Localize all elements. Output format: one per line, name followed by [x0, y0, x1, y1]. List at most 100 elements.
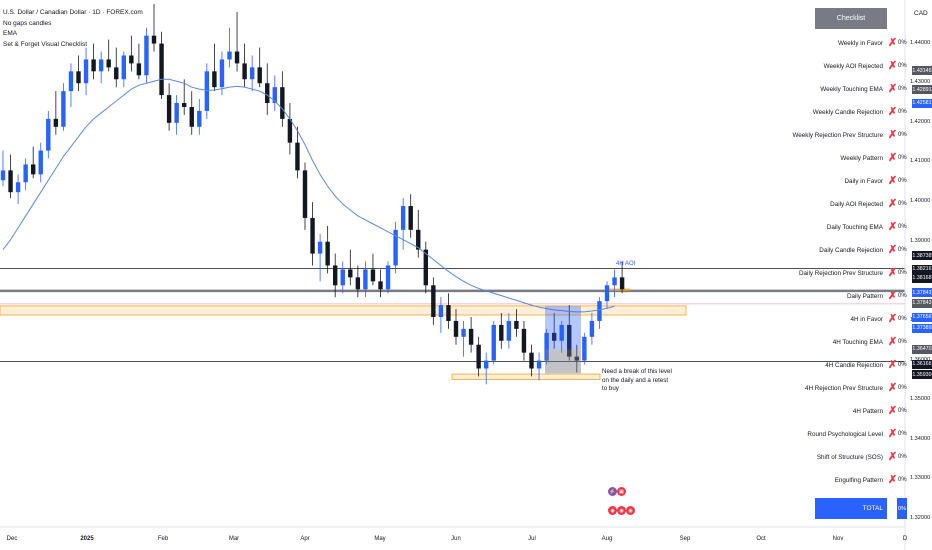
checklist-item-label: Round Psychological Level — [807, 431, 883, 438]
candle — [212, 43, 217, 92]
checklist-row: Daily Rejection Prev Structure ✗ 0% — [799, 263, 910, 286]
fail-cross-icon: ✗ — [888, 175, 898, 187]
currency-label[interactable]: CAD — [914, 10, 928, 17]
candle — [363, 261, 368, 298]
candle — [265, 63, 270, 115]
candle — [468, 316, 474, 353]
zones — [0, 288, 687, 380]
time-tick-label: May — [374, 536, 386, 542]
fail-cross-icon: ✗ — [888, 382, 898, 394]
fail-cross-icon: ✗ — [888, 129, 898, 141]
candle — [98, 51, 104, 84]
candle — [506, 313, 512, 349]
candle — [438, 297, 444, 333]
checklist-item-label: 4H in Favor — [850, 316, 883, 323]
checklist-row: 4H Rejection Prev Structure ✗ 0% — [800, 378, 910, 401]
checklist-row: Daily Candle Rejection ✗ 0% — [800, 240, 910, 263]
checklist-item-pct: 0% — [898, 477, 907, 483]
price-tick-label: 1.32000 — [910, 515, 931, 522]
time-tick-label: 2025 — [80, 536, 94, 542]
fail-cross-icon: ✗ — [888, 290, 898, 302]
candle — [144, 27, 149, 84]
time-tick-label: Jun — [451, 536, 461, 542]
candle — [317, 233, 323, 282]
candle — [76, 55, 81, 92]
checklist-total-label: TOTAL — [815, 498, 887, 519]
checklist-item-pct: 0% — [898, 293, 907, 299]
candle — [189, 91, 194, 135]
candle — [114, 47, 119, 88]
checklist-row: Weekly AOI Rejected ✗ 0% — [800, 56, 910, 79]
candle — [393, 221, 398, 274]
fail-cross-icon: ✗ — [888, 83, 898, 95]
checklist-item-label: 4H Rejection Prev Structure — [804, 385, 883, 392]
price-tick-label: 1.43000 — [910, 79, 931, 86]
flash-icon[interactable]: ⚡ — [608, 487, 617, 496]
stop-box[interactable] — [545, 349, 581, 374]
checklist-item-pct: 0% — [898, 155, 907, 161]
checklist-total-pct: 0% — [897, 498, 907, 519]
candle — [0, 150, 6, 187]
candle — [604, 281, 610, 310]
legend-symbol[interactable]: U.S. Dollar / Canadian Dollar · 1D · FOR… — [3, 9, 143, 16]
candle — [46, 110, 51, 159]
fail-cross-icon: ✗ — [888, 313, 898, 325]
checklist-row: Daily Touching EMA ✗ 0% — [800, 217, 910, 240]
news-icon[interactable]: ◉ — [626, 506, 635, 515]
candle — [453, 309, 459, 345]
fail-cross-icon: ✗ — [888, 359, 898, 371]
legend-line-ema[interactable]: EMA — [3, 30, 18, 38]
checklist-item-label: Daily in Favor — [844, 178, 884, 185]
price-tag: 1.37389 — [912, 323, 932, 333]
checklist-row: Engulfing Pattern ✗ 0% — [800, 470, 910, 493]
time-tick-label: Dec — [6, 536, 18, 542]
candle — [378, 269, 383, 298]
checklist-item-label: Daily Candle Rejection — [819, 247, 883, 254]
fail-cross-icon: ✗ — [888, 267, 898, 279]
legend-line-checklist[interactable]: Set & Forget Visual Checklist — [3, 40, 88, 48]
price-tag: 1.37656 — [912, 312, 932, 322]
time-tick-label: Mar — [228, 536, 240, 542]
time-tick-label: Jul — [528, 536, 536, 542]
candle — [544, 328, 549, 365]
checklist-item-label: Engulfing Pattern — [834, 477, 883, 484]
fail-cross-icon: ✗ — [888, 60, 898, 72]
checklist-row: 4H Candle Rejection ✗ 0% — [800, 355, 910, 378]
checklist-item-pct: 0% — [898, 178, 907, 184]
time-tick-label: Aug — [601, 536, 613, 542]
candle — [446, 293, 451, 329]
price-tick-label: 1.40000 — [910, 198, 931, 205]
checklist-item-label: Daily AOI Rejected — [830, 201, 883, 208]
checklist-row: Daily AOI Rejected ✗ 0% — [800, 194, 910, 217]
checklist-item-pct: 0% — [898, 362, 907, 368]
time-tick-label: Oct — [756, 536, 766, 542]
fail-cross-icon: ✗ — [888, 244, 898, 256]
earnings-icon[interactable]: ◉ — [608, 506, 617, 515]
fail-cross-icon: ✗ — [888, 152, 898, 164]
candle — [476, 336, 481, 377]
checklist-row: Shift of Structure (SOS) ✗ 0% — [800, 447, 910, 470]
candle — [582, 332, 587, 365]
candle — [166, 83, 172, 131]
calendar-icon[interactable]: ▣ — [617, 487, 626, 496]
checklist-item-label: Weekly Rejection Prev Structure — [792, 132, 883, 139]
aoi-4h-zone[interactable] — [605, 288, 630, 291]
candle — [234, 11, 240, 72]
dividend-icon[interactable]: ◉ — [617, 506, 626, 515]
checklist-row: Weekly Rejection Prev Structure ✗ 0% — [792, 125, 910, 148]
candle — [287, 103, 293, 155]
legend-line-candles[interactable]: No gaps candles — [3, 19, 52, 27]
trade-box — [545, 305, 581, 374]
candle — [53, 91, 59, 135]
price-tag: 1.42891 — [912, 85, 932, 95]
buy-zone[interactable] — [451, 373, 601, 380]
target-box[interactable] — [545, 305, 581, 350]
checklist-item-label: 4H Touching EMA — [832, 339, 883, 346]
aoi-zone[interactable] — [0, 305, 687, 316]
candle — [280, 71, 285, 127]
checklist-row: Daily in Favor ✗ 0% — [800, 171, 910, 194]
checklist-item-label: Weekly in Favor — [837, 40, 883, 47]
checklist-item-pct: 0% — [898, 63, 907, 69]
candle — [136, 43, 142, 80]
